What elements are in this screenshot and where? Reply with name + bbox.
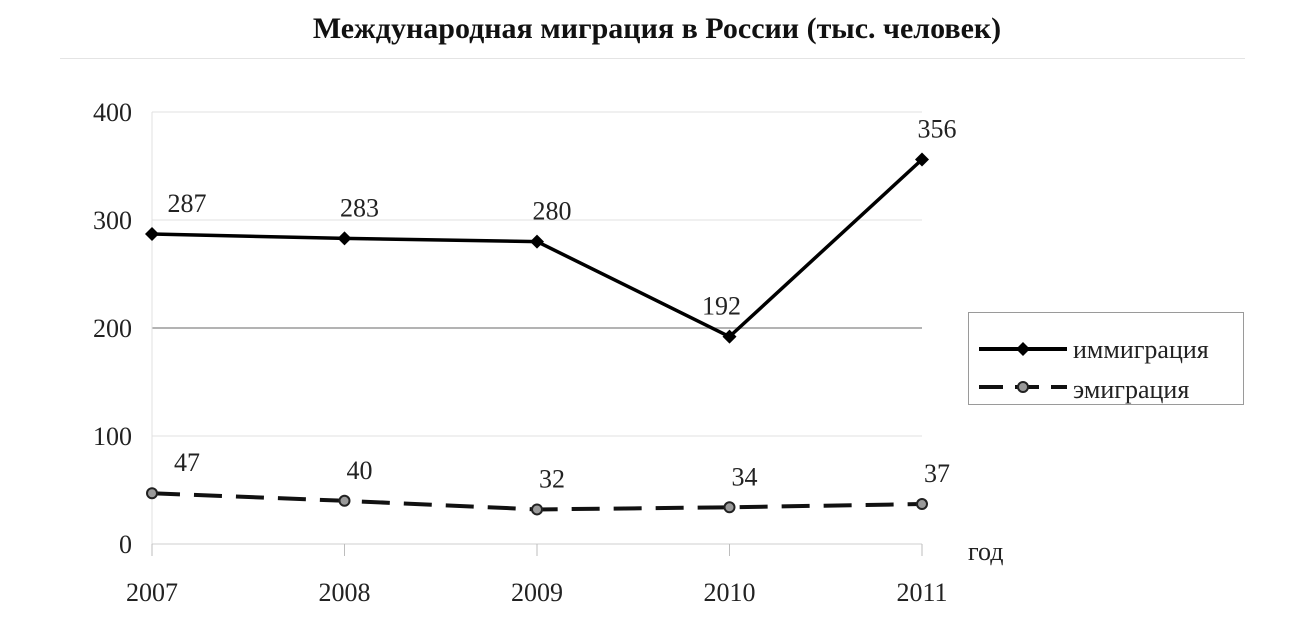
legend-item-emigration: эмиграция [969,371,1245,411]
series-lines [145,152,929,516]
data-label-1-1: 40 [347,456,373,485]
legend-label-emigration: эмиграция [1073,375,1190,404]
x-tick-2009: 2009 [511,578,563,607]
x-tick-2008: 2008 [319,578,371,607]
data-label-0-2: 280 [533,197,572,226]
point-0-4 [915,152,929,167]
data-labels: 287 283 280 192 356 47 40 32 34 37 [168,115,957,494]
point-0-2 [530,234,544,249]
x-tick-2007: 2007 [126,578,178,607]
y-tick-0: 0 [119,530,132,559]
y-tick-100: 100 [93,422,132,451]
data-label-0-4: 356 [918,115,957,144]
legend-label-immigration: иммиграция [1073,335,1209,364]
data-label-0-1: 283 [340,193,379,222]
y-tick-300: 300 [93,206,132,235]
y-tick-labels: 0 100 200 300 400 [93,98,132,559]
gridlines [152,111,922,437]
data-label-0-3: 192 [702,292,741,321]
data-label-1-0: 47 [174,448,200,477]
data-label-0-0: 287 [168,189,207,218]
data-label-1-4: 37 [924,459,950,488]
point-1-0 [146,487,158,500]
legend-item-immigration: иммиграция [969,331,1245,371]
point-1-2 [531,503,543,516]
legend-swatch-dashed [979,381,1067,393]
data-label-1-2: 32 [539,464,565,493]
point-0-1 [337,231,352,246]
legend-swatch-solid [979,342,1067,356]
y-tick-400: 400 [93,98,132,127]
chart-title: Международная миграция в России (тыс. че… [312,12,1002,45]
legend: иммиграция эмиграция [968,312,1244,405]
point-0-0 [145,227,159,242]
x-tick-2011: 2011 [896,578,947,607]
x-tick-labels: 2007 2008 2009 2010 2011 [126,578,948,607]
x-tick-2010: 2010 [704,578,756,607]
axes [151,112,923,556]
point-1-1 [338,494,351,507]
point-1-3 [723,501,736,514]
point-1-4 [916,498,928,511]
x-axis-label: год [968,537,1004,566]
y-tick-200: 200 [93,314,132,343]
title-divider [60,58,1245,59]
point-0-3 [722,329,737,344]
data-label-1-3: 34 [732,462,758,491]
